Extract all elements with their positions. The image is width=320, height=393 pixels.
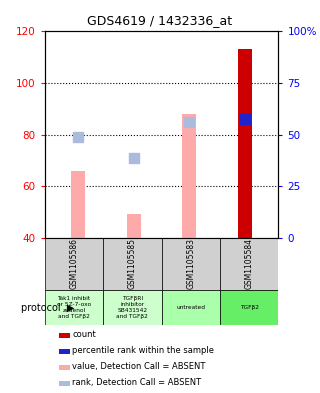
Bar [220, 290, 278, 325]
Text: untreated: untreated [176, 305, 205, 310]
Point [76, 134, 81, 140]
Bar [45, 237, 103, 290]
Bar [71, 171, 85, 237]
Point [131, 154, 136, 161]
Text: GSM1105586: GSM1105586 [69, 238, 78, 289]
Bar [220, 237, 278, 290]
Point [243, 116, 248, 122]
Bar [59, 349, 70, 354]
Bar [59, 381, 70, 386]
Bar [127, 214, 141, 237]
Text: GSM1105584: GSM1105584 [245, 238, 254, 289]
Bar [59, 333, 70, 338]
Bar [103, 290, 162, 325]
Text: TGFβ2: TGFβ2 [240, 305, 259, 310]
Text: count: count [73, 331, 96, 340]
Bar [103, 237, 162, 290]
Text: value, Detection Call = ABSENT: value, Detection Call = ABSENT [73, 362, 206, 371]
Bar [182, 114, 196, 237]
Text: Tak1 inhibit
or 5Z-7-oxo
zeaenol
and TGFβ2: Tak1 inhibit or 5Z-7-oxo zeaenol and TGF… [57, 296, 91, 319]
Bar [238, 50, 252, 237]
Bar [45, 290, 103, 325]
Text: TGFβRI
inhibitor
SB431542
and TGFβ2: TGFβRI inhibitor SB431542 and TGFβ2 [116, 296, 148, 319]
Text: GSM1105583: GSM1105583 [186, 238, 195, 289]
Text: protocol  ▶: protocol ▶ [21, 303, 75, 313]
Text: GDS4619 / 1432336_at: GDS4619 / 1432336_at [87, 14, 233, 27]
Bar [59, 365, 70, 370]
Text: GSM1105585: GSM1105585 [128, 238, 137, 289]
Text: percentile rank within the sample: percentile rank within the sample [73, 346, 214, 355]
Point [187, 118, 192, 125]
Bar [162, 237, 220, 290]
Bar [162, 290, 220, 325]
Text: rank, Detection Call = ABSENT: rank, Detection Call = ABSENT [73, 378, 202, 387]
